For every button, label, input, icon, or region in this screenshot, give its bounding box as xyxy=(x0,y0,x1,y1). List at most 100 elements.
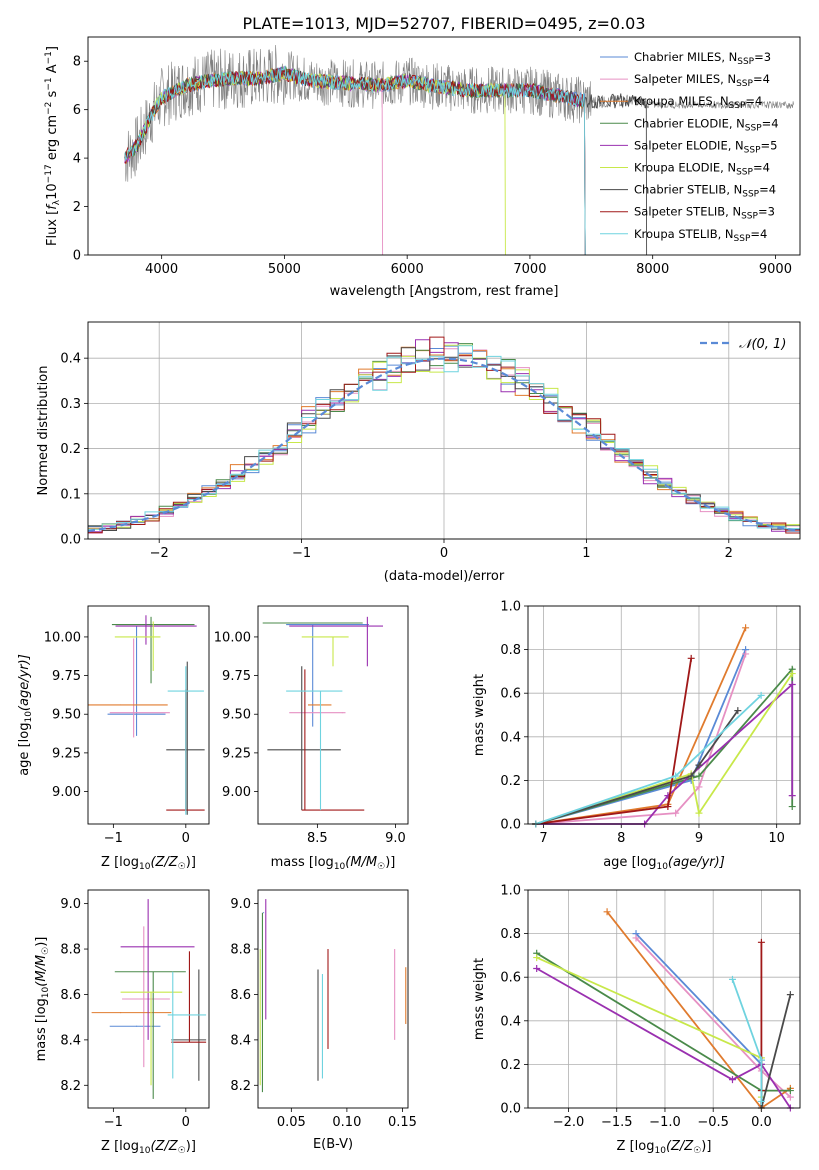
x-tick-label: 0 xyxy=(440,546,448,561)
massweight-marker xyxy=(757,691,765,699)
legend-entry: 𝒩(0, 1) xyxy=(739,337,786,352)
y-tick-label: 9.0 xyxy=(60,897,81,912)
normal-curve-line xyxy=(88,357,798,533)
spectrum-plot-area xyxy=(124,44,794,255)
y-tick-label: 8.2 xyxy=(60,1079,81,1094)
x-tick-label: 4000 xyxy=(145,262,178,277)
massweight-marker xyxy=(664,803,672,811)
axes-frame xyxy=(87,889,210,1109)
y-tick-label: 10.00 xyxy=(44,630,81,645)
massweight-marker xyxy=(533,964,541,972)
legend-entry: Salpeter ELODIE, NSSP=5 xyxy=(634,138,777,155)
age-vs-metallicity-panel: −1 0 9.00 9.25 9.50 9.75 10.00 Z [log10(Z/Z☉)] a… xyxy=(17,605,210,872)
massweight-marker xyxy=(672,809,680,817)
y-tick-label: 0.0 xyxy=(60,533,81,548)
y-tick-label: 10.00 xyxy=(214,630,251,645)
y-tick-label: 9.0 xyxy=(230,897,251,912)
x-axis-label: Z [log10(Z/Z☉)] xyxy=(101,855,196,872)
errorbar-point xyxy=(289,712,346,714)
mass-vs-extinction-panel: 0.05 0.10 0.15 8.2 8.4 8.6 8.8 9.0 E(B-V) xyxy=(230,889,417,1152)
errorbar-plot-area xyxy=(91,899,207,1099)
massweight-marker xyxy=(757,938,765,946)
axes-frame xyxy=(527,889,801,1109)
massweight-plot-area xyxy=(533,908,794,1112)
massweight-marker xyxy=(687,654,695,662)
x-tick-label: 8000 xyxy=(636,262,669,277)
massweight-marker xyxy=(742,624,750,632)
massweight-plot-area xyxy=(532,624,796,828)
x-tick-label: 7 xyxy=(539,831,547,846)
spectrum-panel: 4000 5000 6000 7000 8000 9000 0 2 4 6 8 wavelength … xyxy=(44,36,801,299)
mass-vs-metallicity-panel: −1 0 8.2 8.4 8.6 8.8 9.0 Z [log10(Z/Z☉)] mass [l… xyxy=(34,889,210,1156)
errorbar-point xyxy=(286,624,369,727)
errorbar-point xyxy=(120,899,195,1040)
y-tick-label: 0.2 xyxy=(500,1058,521,1073)
y-tick-label: 8.4 xyxy=(60,1033,81,1048)
massweight-marker xyxy=(734,707,742,715)
y-tick-label: 0.6 xyxy=(500,687,521,702)
y-tick-label: 0.2 xyxy=(500,774,521,789)
massweight-series-line xyxy=(535,694,762,825)
x-tick-label: −2 xyxy=(150,546,169,561)
y-tick-label: 8.6 xyxy=(230,988,251,1003)
x-tick-label: 8.5 xyxy=(307,831,328,846)
y-tick-label: 0.8 xyxy=(500,927,521,942)
x-axis-label: age [log10(age/yr)] xyxy=(603,855,725,872)
y-tick-label: 0.8 xyxy=(500,643,521,658)
x-tick-label: −1.0 xyxy=(649,1115,681,1130)
y-tick-label: 0.4 xyxy=(500,730,521,745)
massweight-marker xyxy=(788,670,796,678)
x-tick-label: 9.0 xyxy=(385,831,406,846)
x-tick-label: 5000 xyxy=(268,262,301,277)
massweight-marker xyxy=(695,809,703,817)
errorbar-plot-area xyxy=(259,899,407,1093)
y-tick-label: 9.75 xyxy=(222,669,251,684)
massweight-marker xyxy=(695,772,703,780)
y-tick-label: 9.00 xyxy=(52,785,81,800)
massweight-series-line xyxy=(535,653,747,825)
legend-entry: Salpeter STELIB, NSSP=3 xyxy=(634,205,775,222)
errorbar-point xyxy=(107,626,166,736)
massweight-marker xyxy=(672,772,680,780)
axes-frame xyxy=(87,321,801,540)
y-tick-label: 9.50 xyxy=(52,708,81,723)
massweight-series-line xyxy=(535,673,793,825)
axes-frame xyxy=(257,889,409,1109)
x-tick-label: 10 xyxy=(768,831,785,846)
errorbar-point xyxy=(88,704,168,706)
massweight-marker xyxy=(788,792,796,800)
y-tick-label: 1.0 xyxy=(500,600,521,615)
errorbar-point xyxy=(114,621,161,671)
model-spectrum-line xyxy=(124,64,586,255)
errorbar-plot-area xyxy=(262,616,383,811)
x-tick-label: −1 xyxy=(104,1115,123,1130)
y-tick-label: 0.3 xyxy=(60,397,81,412)
x-tick-label: 9000 xyxy=(759,262,792,277)
figure-title: PLATE=1013, MJD=52707, FIBERID=0495, z=0… xyxy=(242,14,645,33)
y-tick-label: 0.2 xyxy=(60,442,81,457)
massweight-marker xyxy=(603,908,611,916)
errorbar-point xyxy=(122,926,170,1068)
errorbar-point xyxy=(115,615,197,645)
x-tick-label: 0.10 xyxy=(332,1115,361,1130)
massweight-marker xyxy=(757,1097,765,1105)
x-tick-label: 6000 xyxy=(391,262,424,277)
massweight-marker xyxy=(728,1076,736,1084)
legend-entry: Chabrier MILES, NSSP=3 xyxy=(634,50,771,67)
age-vs-mass-panel: 8.5 9.0 9.00 9.25 9.50 9.75 10.00 mass [log10(M… xyxy=(214,605,409,872)
x-axis-label: Z [log10(Z/Z☉)] xyxy=(101,1139,196,1156)
axes-frame xyxy=(527,605,801,825)
errorbar-plot-area xyxy=(88,615,205,815)
massweight-marker xyxy=(786,1087,794,1095)
massweight-series-line xyxy=(536,967,792,1109)
y-tick-label: 8 xyxy=(73,55,81,70)
errorbar-point xyxy=(301,636,349,667)
errorbar-point xyxy=(114,971,186,1099)
massweight-marker xyxy=(742,650,750,658)
massweight-series-line xyxy=(606,911,791,1110)
y-tick-label: 0.4 xyxy=(60,352,81,367)
errorbar-point xyxy=(289,616,383,667)
legend-entry: Chabrier STELIB, NSSP=4 xyxy=(634,183,776,200)
massweight-marker xyxy=(533,954,541,962)
errorbar-point xyxy=(109,1025,161,1027)
